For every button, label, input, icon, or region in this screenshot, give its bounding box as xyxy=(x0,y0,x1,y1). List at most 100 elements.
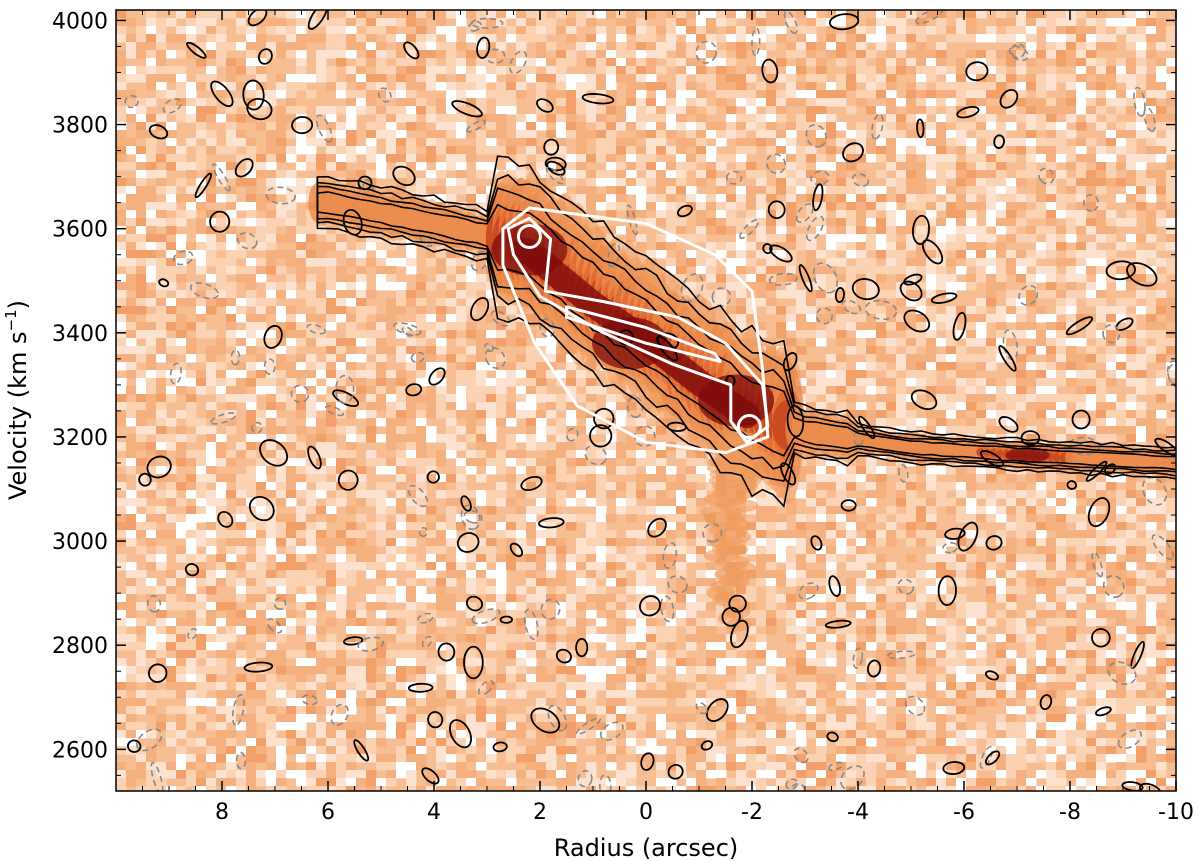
noise-pixel xyxy=(656,194,667,203)
noise-pixel xyxy=(1146,346,1157,355)
noise-pixel xyxy=(996,338,1007,347)
noise-pixel xyxy=(546,394,557,403)
noise-pixel xyxy=(386,498,397,507)
noise-pixel xyxy=(446,322,457,331)
noise-pixel xyxy=(466,66,477,75)
noise-pixel xyxy=(116,330,127,339)
noise-pixel xyxy=(1026,10,1037,19)
noise-pixel xyxy=(1136,498,1147,507)
noise-pixel xyxy=(306,74,317,83)
noise-pixel xyxy=(966,178,977,187)
noise-pixel xyxy=(966,498,977,507)
noise-pixel xyxy=(1106,402,1117,411)
noise-pixel xyxy=(466,250,477,259)
noise-pixel xyxy=(866,298,877,307)
noise-pixel xyxy=(1106,322,1117,331)
noise-pixel xyxy=(1076,394,1087,403)
noise-pixel xyxy=(926,258,937,267)
noise-pixel xyxy=(206,98,217,107)
noise-pixel xyxy=(356,466,367,475)
noise-pixel xyxy=(266,442,277,451)
noise-pixel xyxy=(656,250,667,259)
noise-pixel xyxy=(136,106,147,115)
noise-pixel xyxy=(116,410,127,419)
noise-pixel xyxy=(276,266,287,275)
noise-pixel xyxy=(266,418,277,427)
noise-pixel xyxy=(1016,146,1027,155)
noise-pixel xyxy=(476,114,487,123)
noise-pixel xyxy=(346,26,357,35)
noise-pixel xyxy=(786,154,797,163)
noise-pixel xyxy=(706,50,717,59)
noise-pixel xyxy=(376,482,387,491)
noise-pixel xyxy=(256,122,267,131)
noise-pixel xyxy=(606,410,617,419)
noise-pixel xyxy=(756,34,767,43)
noise-pixel xyxy=(236,362,247,371)
noise-pixel xyxy=(146,322,157,331)
noise-pixel xyxy=(116,138,127,147)
noise-pixel xyxy=(916,234,927,243)
noise-pixel xyxy=(226,138,237,147)
noise-pixel xyxy=(1076,266,1087,275)
noise-pixel xyxy=(456,42,467,51)
noise-pixel xyxy=(926,410,937,419)
noise-pixel xyxy=(466,10,477,19)
noise-pixel xyxy=(406,98,417,107)
noise-pixel xyxy=(596,26,607,35)
noise-pixel xyxy=(356,314,367,323)
noise-pixel xyxy=(456,474,467,483)
noise-pixel xyxy=(386,114,397,123)
noise-pixel xyxy=(1146,426,1157,435)
noise-pixel xyxy=(586,170,597,179)
noise-pixel xyxy=(1036,466,1047,475)
noise-pixel xyxy=(646,202,657,211)
noise-pixel xyxy=(126,506,137,515)
noise-pixel xyxy=(396,90,407,99)
noise-pixel xyxy=(946,330,957,339)
noise-pixel xyxy=(336,370,347,379)
noise-pixel xyxy=(266,450,277,459)
noise-pixel xyxy=(1096,210,1107,219)
noise-pixel xyxy=(1106,154,1117,163)
noise-pixel xyxy=(1086,90,1097,99)
noise-pixel xyxy=(826,378,837,387)
noise-pixel xyxy=(626,82,637,91)
noise-pixel xyxy=(866,74,877,83)
noise-pixel xyxy=(606,210,617,219)
noise-pixel xyxy=(726,122,737,131)
noise-pixel xyxy=(926,426,937,435)
noise-pixel xyxy=(1166,210,1176,219)
noise-pixel xyxy=(446,282,457,291)
noise-pixel xyxy=(706,122,717,131)
noise-pixel xyxy=(726,258,737,267)
noise-pixel xyxy=(866,82,877,91)
noise-pixel xyxy=(436,138,447,147)
noise-pixel xyxy=(896,154,907,163)
noise-pixel xyxy=(1086,266,1097,275)
noise-pixel xyxy=(596,42,607,51)
noise-pixel xyxy=(136,250,147,259)
noise-pixel xyxy=(926,58,937,67)
noise-pixel xyxy=(966,58,977,67)
noise-pixel xyxy=(1046,474,1057,483)
noise-pixel xyxy=(246,146,257,155)
noise-pixel xyxy=(946,346,957,355)
noise-pixel xyxy=(1146,98,1157,107)
noise-pixel xyxy=(376,154,387,163)
noise-pixel xyxy=(146,362,157,371)
noise-pixel xyxy=(746,98,757,107)
noise-pixel xyxy=(706,218,717,227)
noise-pixel xyxy=(996,186,1007,195)
noise-pixel xyxy=(496,498,507,507)
noise-pixel xyxy=(296,242,307,251)
noise-pixel xyxy=(116,34,127,43)
noise-pixel xyxy=(196,58,207,67)
noise-pixel xyxy=(336,242,347,251)
noise-pixel xyxy=(366,418,377,427)
noise-pixel xyxy=(306,322,317,331)
noise-pixel xyxy=(1126,218,1137,227)
noise-pixel xyxy=(476,474,487,483)
noise-pixel xyxy=(526,122,537,131)
noise-pixel xyxy=(506,170,517,179)
